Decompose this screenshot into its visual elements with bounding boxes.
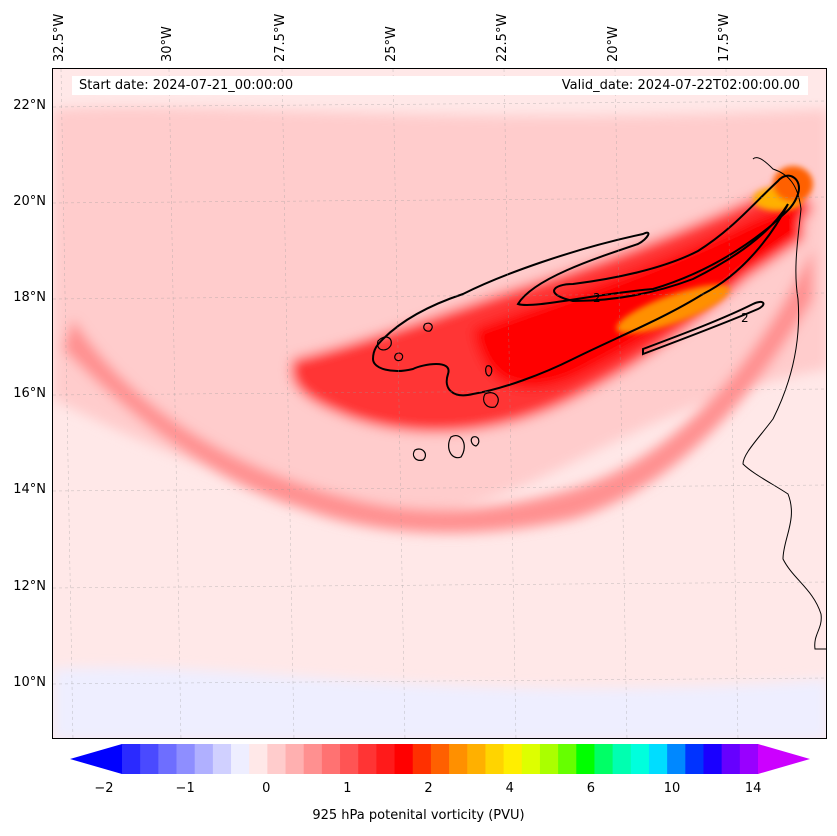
start-date-label: Start date: 2024-07-21_00:00:00 — [79, 78, 294, 93]
colorbar-segment — [630, 744, 650, 774]
colorbar-segment — [667, 744, 686, 774]
island-santiago — [448, 435, 465, 459]
cape-verde-islands — [376, 322, 499, 461]
contour-label-a: 2 — [593, 291, 601, 305]
graticule-meridian — [281, 69, 295, 738]
lon-label: 27.5°W — [273, 13, 288, 62]
colorbar — [70, 744, 810, 774]
lon-label: 17.5°W — [717, 13, 732, 62]
african-coastline — [742, 157, 826, 650]
graticule-meridian — [725, 69, 739, 738]
colorbar-segment — [539, 744, 559, 774]
colorbar-tick-label: 6 — [586, 781, 595, 796]
pv-field-map: 2 2 — [53, 69, 826, 738]
pv-shading — [53, 106, 826, 738]
island-sao-vicente — [394, 352, 404, 362]
colorbar-tick-label: 10 — [663, 781, 681, 796]
colorbar-segment — [176, 744, 196, 774]
colorbar-segment — [558, 744, 577, 774]
colorbar-segment — [703, 744, 723, 774]
island-fogo — [412, 448, 427, 461]
colorbar-segment — [521, 744, 541, 774]
colorbar-tick-label: −1 — [175, 781, 195, 796]
island-boa-vista — [483, 392, 499, 408]
colorbar-segment — [503, 744, 523, 774]
pv-low-patch — [53, 667, 826, 738]
contour-label-b: 2 — [741, 311, 749, 325]
lat-label: 22°N — [13, 98, 46, 113]
colorbar-segment — [249, 744, 268, 774]
lon-label: 30°W — [160, 26, 175, 62]
colorbar-segment — [467, 744, 486, 774]
colorbar-tick-label: 1 — [343, 781, 352, 796]
colorbar-segment — [430, 744, 450, 774]
colorbar-segment — [739, 744, 759, 774]
lon-label: 22.5°W — [495, 13, 510, 62]
graticule-meridian — [168, 69, 182, 738]
colorbar-segment — [212, 744, 232, 774]
island-maio — [470, 436, 480, 447]
colorbar-segment — [685, 744, 704, 774]
lat-label: 12°N — [13, 579, 46, 594]
colorbar-segment — [303, 744, 323, 774]
colorbar-segment — [358, 744, 377, 774]
lon-label: 32.5°W — [52, 13, 67, 62]
island-sal — [485, 365, 493, 377]
colorbar-tick-label: 2 — [424, 781, 433, 796]
colorbar-tick-label: 0 — [262, 781, 271, 796]
colorbar-segment — [340, 744, 359, 774]
colorbar-segment — [122, 744, 141, 774]
lat-label: 16°N — [13, 386, 46, 401]
pv-contour-2-east — [642, 300, 765, 356]
colorbar-max-arrow — [758, 744, 810, 774]
island-santo-luzia — [423, 322, 433, 332]
colorbar-tick-label: 4 — [505, 781, 514, 796]
colorbar-segment — [394, 744, 414, 774]
colorbar-segment — [576, 744, 595, 774]
valid-date-label: Valid_date: 2024-07-22T02:00:00.00 — [561, 78, 800, 93]
pv-band-light — [53, 106, 826, 510]
lat-label: 14°N — [13, 482, 46, 497]
graticule-meridian — [60, 69, 74, 738]
colorbar-segment — [267, 744, 287, 774]
colorbar-segment — [231, 744, 250, 774]
colorbar-segment — [449, 744, 468, 774]
lat-label: 10°N — [13, 675, 46, 690]
colorbar-segment — [376, 744, 396, 774]
lon-label: 25°W — [384, 26, 399, 62]
graticule-meridian — [392, 69, 406, 738]
colorbar-label: 925 hPa potenital vorticity (PVU) — [312, 808, 525, 823]
colorbar-segment — [594, 744, 614, 774]
pv-max-orange — [616, 284, 730, 334]
colorbar-segment — [612, 744, 632, 774]
colorbar-segment — [158, 744, 178, 774]
colorbar-segment — [321, 744, 341, 774]
colorbar-min-arrow — [70, 744, 122, 774]
colorbar-segment — [140, 744, 159, 774]
colorbar-segment — [721, 744, 741, 774]
graticule-meridian — [614, 69, 628, 738]
lat-label: 18°N — [13, 290, 46, 305]
map-panel: 2 2 — [52, 68, 827, 739]
date-header: Start date: 2024-07-21_00:00:00 Valid_da… — [72, 76, 808, 95]
lon-label: 20°W — [606, 26, 621, 62]
colorbar-segment — [485, 744, 505, 774]
colorbar-tick-label: −2 — [94, 781, 114, 796]
colorbar-segment — [412, 744, 432, 774]
colorbar-segment — [194, 744, 214, 774]
pv-contour-2 — [371, 174, 800, 397]
colorbar-segment — [285, 744, 305, 774]
colorbar-tick-label: 14 — [744, 781, 762, 796]
lat-label: 20°N — [13, 194, 46, 209]
graticule-meridian — [503, 69, 517, 738]
colorbar-segment — [648, 744, 668, 774]
island-santo-antao — [376, 336, 392, 351]
